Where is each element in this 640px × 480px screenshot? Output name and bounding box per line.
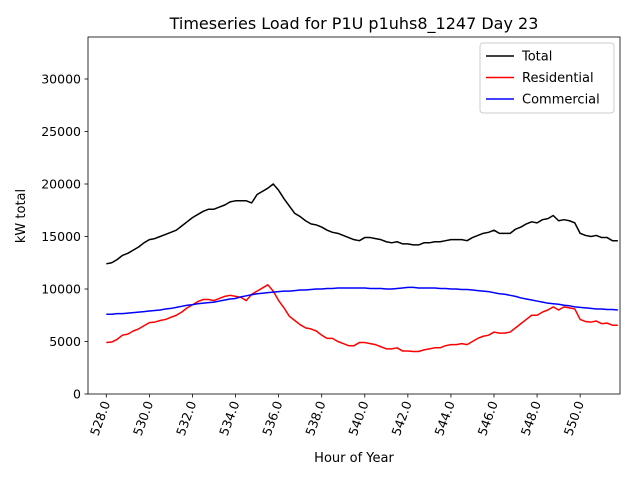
y-tick-label: 25000: [41, 124, 81, 139]
plot-area: 0 5000 10000 15000 20000 25000 30000 528.0 530.0…: [41, 36, 621, 438]
x-tick-label: 536.0: [259, 399, 285, 438]
y-tick-label: 20000: [41, 177, 81, 192]
x-tick-label: 544.0: [431, 399, 457, 438]
y-tick-label: 5000: [49, 334, 81, 349]
legend-label-commercial: Commercial: [522, 93, 600, 108]
legend-box: [479, 42, 615, 114]
x-tick-label: 542.0: [388, 399, 414, 438]
x-tick-label: 528.0: [87, 399, 113, 438]
x-tick-label: 540.0: [345, 399, 371, 438]
y-tick-label: 30000: [41, 72, 81, 87]
y-axis-label: kW total: [14, 189, 29, 243]
y-tick-label: 0: [73, 387, 81, 402]
series-line-residential: [106, 284, 618, 353]
x-tick-label: 538.0: [302, 399, 328, 438]
series-lines: [106, 183, 618, 353]
x-tick-label: 534.0: [216, 399, 242, 438]
legend-label-residential: Residential: [522, 71, 594, 86]
series-line-total: [106, 183, 618, 265]
x-tick-label: 530.0: [130, 399, 156, 438]
chart-title: Timeseries Load for P1U p1uhs8_1247 Day …: [169, 14, 539, 34]
x-tick-label: 550.0: [561, 399, 587, 438]
axes-frame: [87, 36, 621, 395]
y-tick-label: 10000: [41, 282, 81, 297]
x-axis-label: Hour of Year: [314, 451, 394, 466]
legend-label-total: Total: [521, 50, 552, 65]
x-tick-label: 532.0: [173, 399, 199, 438]
y-tick-label: 15000: [41, 229, 81, 244]
x-tick-label: 546.0: [474, 399, 500, 438]
series-line-commercial: [106, 286, 618, 315]
x-tick-label: 548.0: [518, 399, 544, 438]
